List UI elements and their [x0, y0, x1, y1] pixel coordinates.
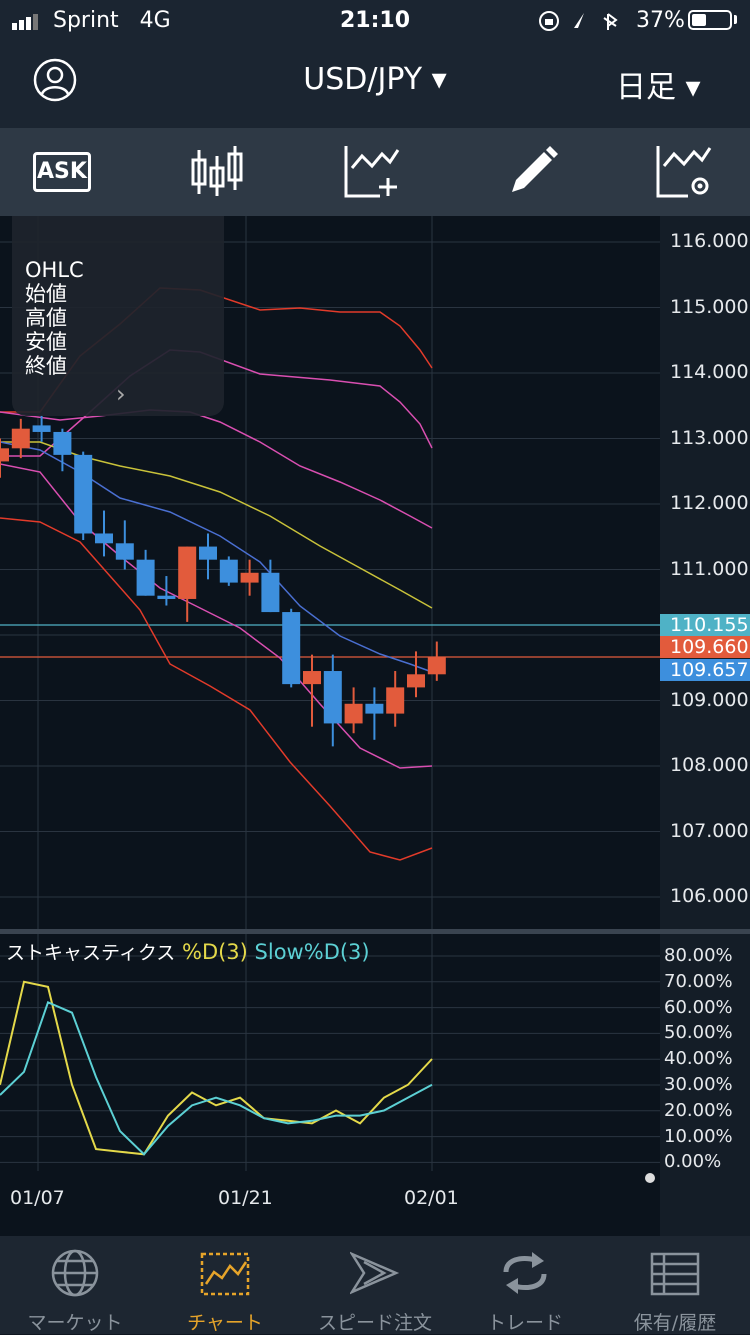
stoch-tick-label: 40.00% [664, 1048, 733, 1070]
price-tick-label: 116.000 [670, 230, 749, 252]
stoch-slow-label: Slow%D(3) [254, 940, 370, 964]
price-tick-label: 106.000 [670, 885, 749, 907]
ohlc-panel[interactable]: OHLC 始値 高値 安値 終値 › [12, 216, 224, 416]
status-icons [539, 11, 618, 31]
candle-body [365, 703, 384, 714]
price-tag-line: 110.155 [660, 614, 750, 636]
candle-body [282, 612, 301, 685]
stoch-slow-line [0, 1001, 433, 1156]
history-icon [650, 1252, 700, 1296]
candle-body [115, 543, 134, 560]
chart-settings-icon[interactable] [656, 146, 714, 198]
stoch-tick-label: 30.00% [664, 1074, 733, 1095]
tab-speed-order[interactable]: スピード注文 [300, 1236, 450, 1334]
chart-canvas[interactable] [0, 216, 750, 1236]
period-selector[interactable]: 日足 ▾ [616, 70, 701, 105]
stoch-tick-label: 20.00% [664, 1099, 733, 1121]
stoch-d-label: %D(3) [181, 940, 248, 964]
candle-body [136, 559, 155, 596]
symbol-selector[interactable]: USD/JPY ▾ [303, 62, 447, 97]
price-axis [660, 216, 750, 1236]
stoch-tick-label: 80.00% [664, 945, 733, 966]
date-label: 01/21 [218, 1187, 273, 1209]
candle-body [261, 572, 280, 613]
tab-trade[interactable]: トレード [450, 1236, 600, 1334]
bollinger-mid-pink [0, 409, 433, 529]
bollinger-lower-2 [0, 517, 433, 861]
chart-icon [200, 1252, 250, 1296]
carrier-label: Sprint 4G [53, 8, 171, 33]
ohlc-open: 始値 [25, 282, 67, 306]
trade-icon [503, 1252, 547, 1294]
candle-body [386, 687, 405, 714]
stoch-tick-label: 50.00% [664, 1022, 733, 1044]
stoch-d-line [0, 980, 433, 1156]
scroll-indicator [645, 1173, 655, 1183]
ohlc-high: 高値 [25, 306, 67, 330]
candle-body [240, 572, 259, 583]
candle-body [344, 703, 363, 724]
stoch-tick-label: 60.00% [664, 996, 733, 1018]
status-bar: Sprint 4G 21:10 37% [0, 0, 750, 42]
candle-body [427, 657, 446, 675]
tab-bar: マーケット チャート スピード注文 トレード [0, 1236, 750, 1334]
candle-body [32, 425, 51, 432]
price-tick-label: 107.000 [670, 819, 749, 842]
candle-body [157, 595, 176, 599]
app-header: USD/JPY ▾ 日足 ▾ [0, 42, 750, 128]
chart-toolbar: ASK [0, 128, 750, 216]
candle-body [11, 428, 30, 449]
bollinger-upper-1 [0, 349, 433, 457]
moving-average-yellow [0, 441, 433, 609]
chart-area[interactable]: OHLC 始値 高値 安値 終値 › 116.000 115.000 114.000… [0, 216, 750, 1236]
panel-divider [0, 929, 750, 934]
price-tag-bid: 109.660 [660, 636, 750, 658]
signal-icon [12, 14, 38, 30]
globe-icon [51, 1249, 99, 1297]
candle-body [303, 671, 321, 685]
ohlc-title: OHLC [25, 258, 84, 282]
tab-market[interactable]: マーケット [0, 1236, 150, 1334]
candle-type-icon[interactable] [188, 146, 246, 198]
price-tick-label: 112.000 [670, 492, 749, 514]
moving-average-blue [0, 441, 433, 673]
candle-body [178, 546, 197, 599]
stoch-tick-label: 70.00% [664, 970, 733, 992]
candle-body [95, 533, 113, 544]
stochastic-title: ストキャスティクス %D(3) Slow%D(3) [6, 940, 370, 964]
candle-body [74, 454, 93, 534]
stoch-tick-label: 0.00% [664, 1151, 722, 1173]
stoch-tick-label: 10.00% [664, 1125, 733, 1147]
price-tick-label: 109.000 [670, 688, 749, 711]
add-indicator-icon[interactable] [344, 146, 402, 198]
date-label: 02/01 [404, 1187, 459, 1209]
speed-order-icon [350, 1251, 400, 1295]
candle-body [199, 546, 217, 560]
candle-body [0, 448, 9, 462]
network-label: 4G [139, 8, 171, 33]
price-tag-ask: 109.657 [660, 659, 750, 681]
bollinger-lower-1 [0, 463, 433, 769]
battery-icon [688, 10, 732, 30]
battery-percent: 37% [636, 8, 685, 33]
candle-body [323, 671, 342, 724]
candle-body [407, 674, 425, 688]
ask-toggle-button[interactable]: ASK [33, 152, 91, 192]
drawing-pencil-icon[interactable] [506, 146, 564, 198]
price-tick-label: 108.000 [670, 754, 749, 776]
ohlc-low: 安値 [25, 330, 67, 354]
price-tick-label: 115.000 [670, 295, 749, 318]
ohlc-close: 終値 [25, 354, 67, 378]
ohlc-expand-chevron[interactable]: › [116, 380, 126, 408]
candle-body [219, 559, 238, 583]
date-label: 01/07 [10, 1187, 65, 1209]
tab-chart[interactable]: チャート [150, 1236, 300, 1334]
account-icon[interactable] [33, 58, 77, 102]
price-tick-label: 113.000 [670, 426, 749, 449]
candle-body [53, 431, 72, 455]
tab-history[interactable]: 保有/履歴 [600, 1236, 750, 1334]
price-tick-label: 111.000 [670, 557, 749, 580]
clock: 21:10 [339, 8, 411, 33]
price-tick-label: 114.000 [670, 361, 749, 383]
